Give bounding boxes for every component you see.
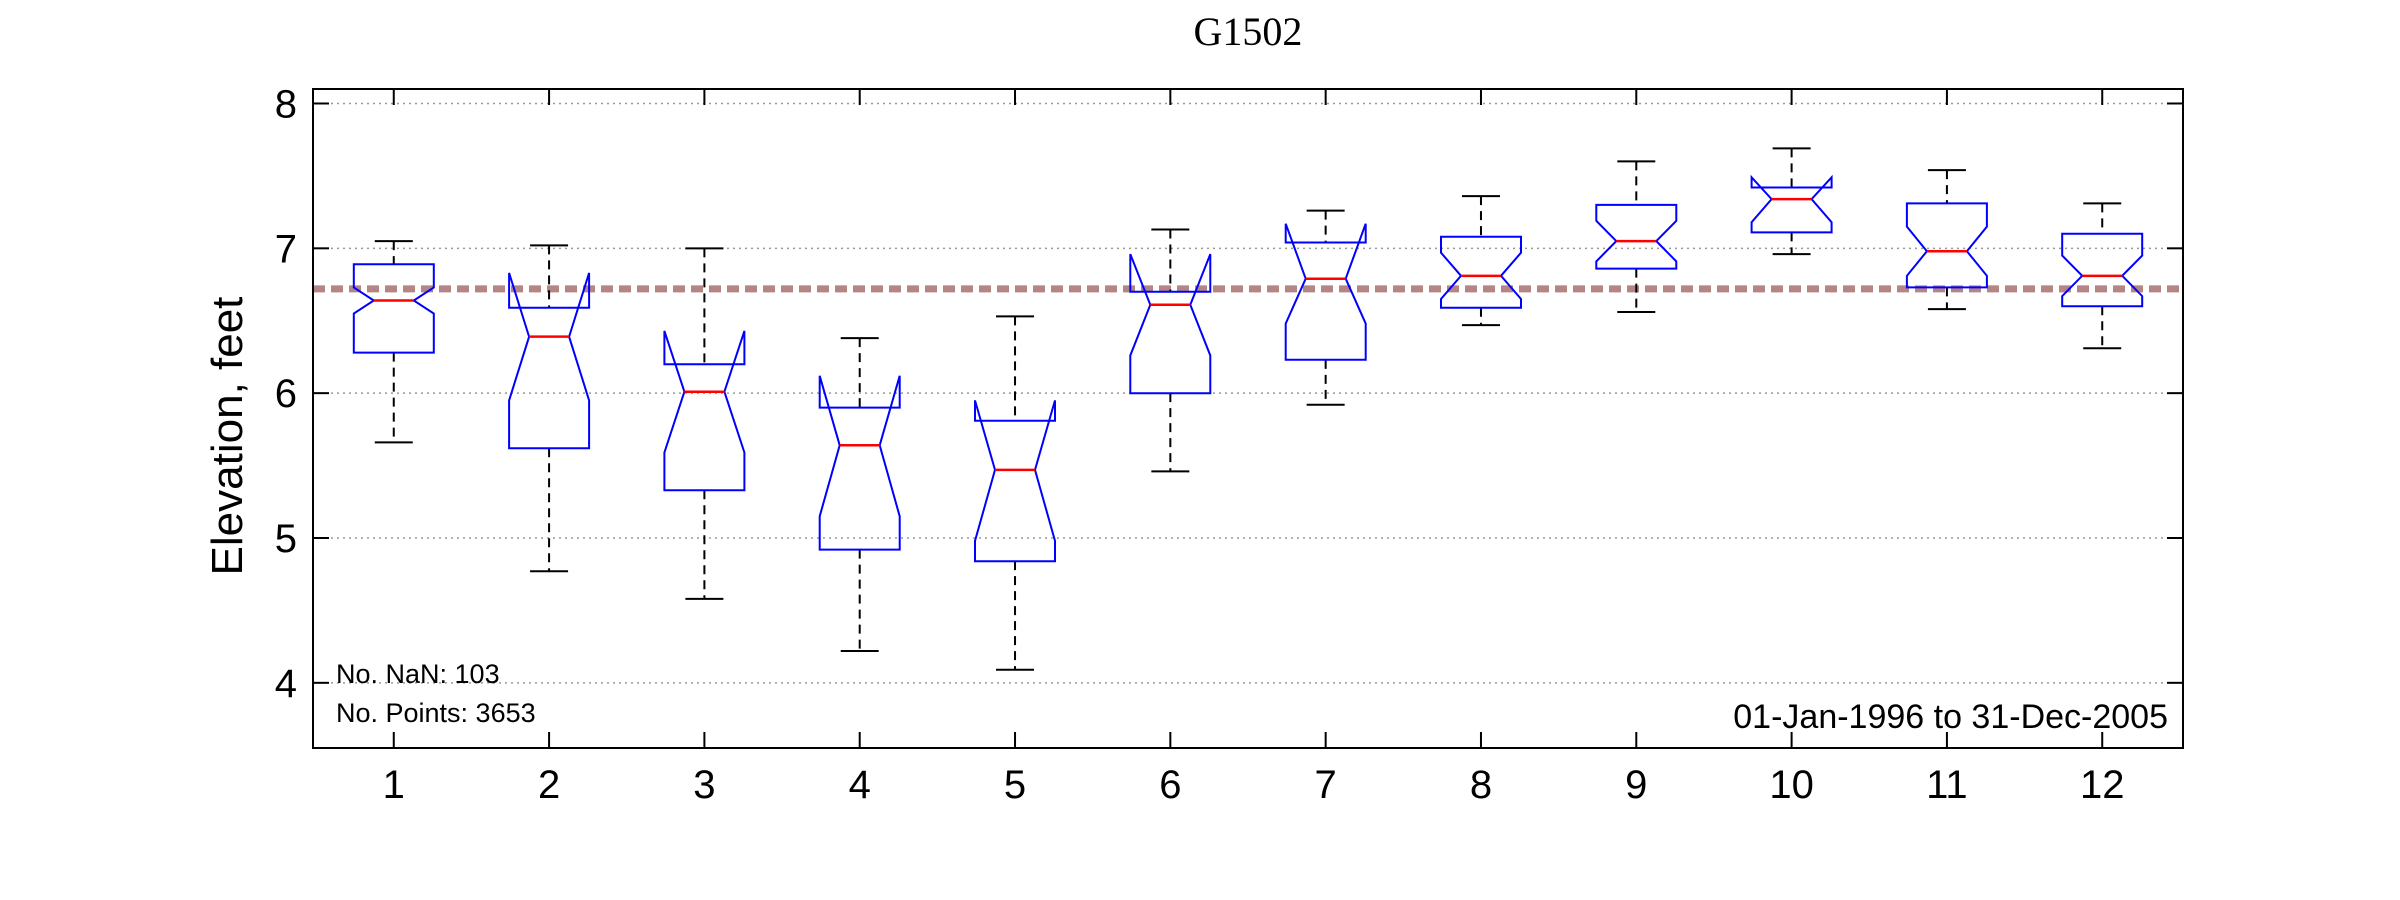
box-1 [352, 240, 435, 444]
x-tick-label: 12 [2080, 763, 2125, 807]
nan-count-note: No. NaN: 103 [336, 659, 500, 689]
chart-title: G1502 [1194, 9, 1303, 54]
y-tick-label: 6 [275, 372, 297, 416]
x-tick-label: 10 [1769, 763, 1814, 807]
date-range-note: 01-Jan-1996 to 31-Dec-2005 [1733, 698, 2168, 736]
x-tick-label: 1 [383, 763, 405, 807]
notched-box [1129, 253, 1212, 395]
x-tick-label: 8 [1470, 763, 1492, 807]
notched-box [352, 263, 435, 354]
box-8 [1440, 195, 1522, 327]
box-10 [1750, 147, 1833, 256]
box-4 [818, 337, 901, 652]
x-tick-label: 11 [1926, 763, 1968, 807]
notched-box [1750, 174, 1833, 234]
y-tick-label: 4 [275, 662, 297, 706]
x-tick-label: 9 [1625, 763, 1647, 807]
notched-box [1440, 235, 1522, 309]
y-tick-label: 7 [275, 227, 297, 271]
y-tick-label: 8 [275, 82, 297, 126]
notched-box [1595, 203, 1678, 270]
box-5 [974, 315, 1056, 671]
box-7 [1284, 209, 1367, 406]
box-2 [508, 244, 591, 573]
x-tick-label: 4 [849, 763, 871, 807]
notched-box [974, 400, 1056, 563]
box-12 [2061, 202, 2144, 350]
notched-box [1284, 223, 1367, 361]
x-tick-label: 2 [538, 763, 560, 807]
x-tick-label: 6 [1159, 763, 1181, 807]
x-tick-label: 7 [1315, 763, 1337, 807]
box-9 [1595, 160, 1678, 314]
grid-lines [313, 102, 2183, 684]
notched-box [2061, 232, 2144, 308]
y-axis-label: Elevation, feet [203, 297, 252, 576]
notched-box [508, 272, 591, 450]
notched-box [663, 330, 746, 492]
notched-box [818, 375, 901, 551]
y-tick-label: 5 [275, 517, 297, 561]
plot-frame [312, 88, 2184, 749]
x-tick-label: 5 [1004, 763, 1026, 807]
box-6 [1129, 228, 1212, 473]
x-tick-label: 3 [693, 763, 715, 807]
boxes-group [352, 147, 2144, 671]
notched-box [1905, 202, 1988, 289]
box-3 [663, 247, 746, 600]
points-count-note: No. Points: 3653 [336, 698, 536, 728]
box-11 [1905, 169, 1988, 311]
